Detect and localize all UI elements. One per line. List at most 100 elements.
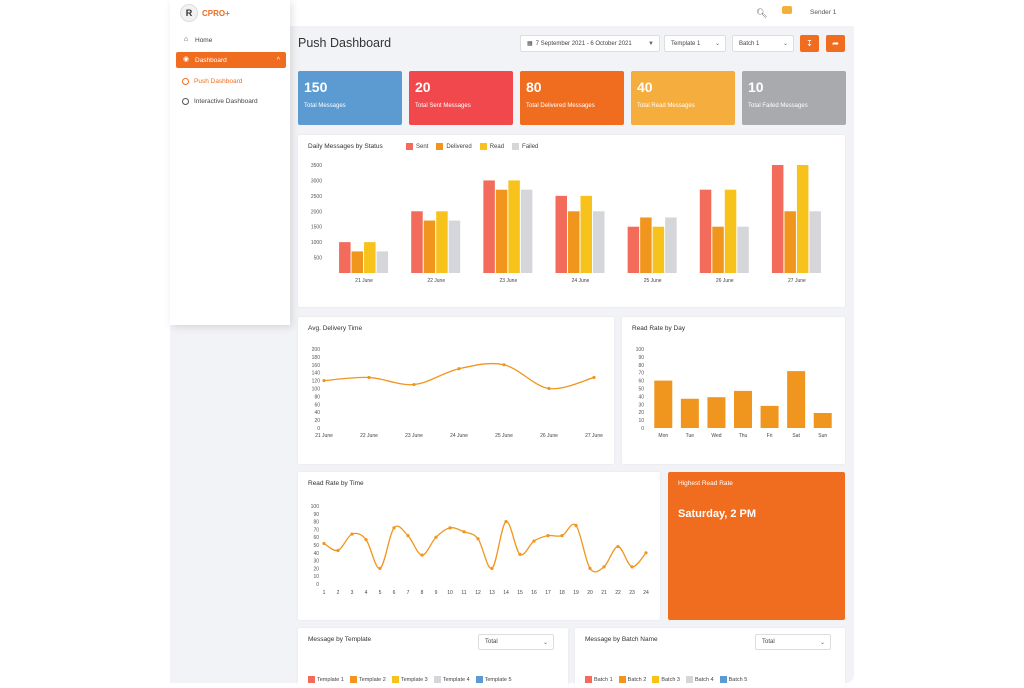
x-tick-label: 15	[517, 590, 523, 596]
bar[interactable]	[787, 371, 806, 428]
x-tick-label: 9	[435, 590, 438, 596]
user-name[interactable]: Sender 1	[810, 9, 837, 16]
bar[interactable]	[627, 226, 640, 273]
bar[interactable]	[495, 189, 508, 273]
stat-card[interactable]: 10 Total Failed Messages	[742, 71, 846, 125]
data-point[interactable]	[367, 375, 371, 380]
batch-total-select[interactable]: Total ⌄	[755, 634, 831, 650]
bar[interactable]	[712, 226, 724, 273]
bar[interactable]	[436, 211, 448, 273]
bar[interactable]	[760, 405, 779, 428]
bar[interactable]	[654, 380, 673, 428]
bar[interactable]	[813, 412, 832, 428]
sidebar-item-push-dashboard[interactable]: Push Dashboard	[176, 73, 286, 89]
bar[interactable]	[640, 217, 652, 273]
data-point[interactable]	[378, 566, 382, 570]
data-point[interactable]	[502, 363, 506, 367]
data-point[interactable]	[392, 526, 396, 530]
data-point[interactable]	[406, 534, 410, 538]
data-point[interactable]	[364, 537, 368, 542]
bar[interactable]	[734, 390, 752, 428]
data-point[interactable]	[504, 520, 508, 524]
bar[interactable]	[593, 211, 605, 273]
bar[interactable]	[784, 211, 796, 273]
template-total-select[interactable]: Total ⌄	[478, 634, 554, 650]
bar[interactable]	[411, 211, 423, 273]
stat-card[interactable]: 150 Total Messages	[298, 71, 402, 125]
bar[interactable]	[652, 226, 665, 273]
y-tick-label: 100	[311, 504, 320, 510]
date-range-picker[interactable]: ▦ 7 September 2021 - 6 October 2021 ▼	[520, 35, 660, 52]
notification-icon[interactable]	[782, 6, 792, 14]
bar[interactable]	[555, 195, 568, 273]
sidebar-item-interactive-dashboard[interactable]: Interactive Dashboard	[176, 93, 286, 109]
bar[interactable]	[699, 189, 712, 273]
x-tick-label: 24 June	[572, 278, 590, 284]
bar[interactable]	[483, 180, 495, 273]
data-point[interactable]	[448, 526, 452, 530]
data-point[interactable]	[350, 532, 354, 536]
data-point[interactable]	[574, 523, 578, 528]
search-icon[interactable]: 🔍︎	[756, 8, 768, 18]
x-tick-label: 26 June	[540, 433, 558, 439]
data-point[interactable]	[518, 552, 522, 556]
data-point[interactable]	[588, 566, 592, 570]
bar[interactable]	[351, 251, 364, 273]
bar[interactable]	[508, 180, 520, 273]
series-line[interactable]	[323, 520, 647, 573]
card-title: Daily Messages by Status	[308, 143, 383, 150]
bar[interactable]	[680, 398, 699, 428]
download-button[interactable]: ↧	[800, 35, 819, 52]
y-tick-label: 70	[638, 371, 644, 377]
bar[interactable]	[796, 165, 809, 273]
y-tick-label: 50	[638, 387, 644, 393]
bar[interactable]	[364, 242, 376, 273]
bar[interactable]	[520, 189, 533, 273]
sidebar-item-home[interactable]: ⌂ Home	[176, 32, 286, 48]
template-select[interactable]: Template 1 ⌄	[664, 35, 726, 52]
data-point[interactable]	[462, 530, 466, 534]
bar[interactable]	[771, 165, 784, 273]
bar[interactable]	[737, 226, 749, 273]
data-point[interactable]	[560, 534, 564, 538]
data-point[interactable]	[476, 537, 480, 541]
stat-card[interactable]: 80 Total Delivered Messages	[520, 71, 624, 125]
bar[interactable]	[568, 211, 580, 273]
bar[interactable]	[376, 251, 389, 273]
data-point[interactable]	[434, 535, 438, 539]
data-point[interactable]	[616, 544, 620, 549]
data-point[interactable]	[547, 386, 551, 391]
data-point[interactable]	[644, 551, 648, 555]
data-point[interactable]	[630, 565, 634, 569]
data-point[interactable]	[420, 553, 424, 557]
stat-card[interactable]: 40 Total Read Messages	[631, 71, 735, 125]
bar[interactable]	[580, 195, 593, 273]
bar[interactable]	[809, 211, 821, 273]
data-point[interactable]	[322, 379, 326, 383]
sidebar-item-dashboard[interactable]: ◉ Dashboard ^	[176, 52, 286, 68]
legend-swatch	[652, 676, 660, 683]
data-point[interactable]	[532, 539, 536, 543]
data-point[interactable]	[412, 382, 416, 387]
data-point[interactable]	[490, 566, 494, 570]
data-point[interactable]	[592, 375, 596, 380]
batch-select[interactable]: Batch 1 ⌄	[732, 35, 794, 52]
bar[interactable]	[448, 220, 461, 273]
data-point[interactable]	[546, 534, 550, 538]
x-tick-label: Wed	[711, 433, 721, 439]
bar[interactable]	[423, 220, 436, 273]
legend-swatch	[512, 143, 520, 150]
bar[interactable]	[665, 217, 677, 273]
share-button[interactable]: ➦	[826, 35, 845, 52]
bar[interactable]	[339, 242, 351, 273]
bar[interactable]	[707, 397, 726, 428]
x-tick-label: 7	[407, 590, 410, 596]
data-point[interactable]	[602, 565, 606, 569]
y-tick-label: 1000	[311, 240, 322, 246]
data-point[interactable]	[336, 548, 340, 553]
data-point[interactable]	[322, 541, 326, 546]
bar[interactable]	[724, 189, 737, 273]
stat-card[interactable]: 20 Total Sent Messages	[409, 71, 513, 125]
logo[interactable]: R CPRO+	[180, 4, 230, 22]
data-point[interactable]	[457, 367, 461, 371]
